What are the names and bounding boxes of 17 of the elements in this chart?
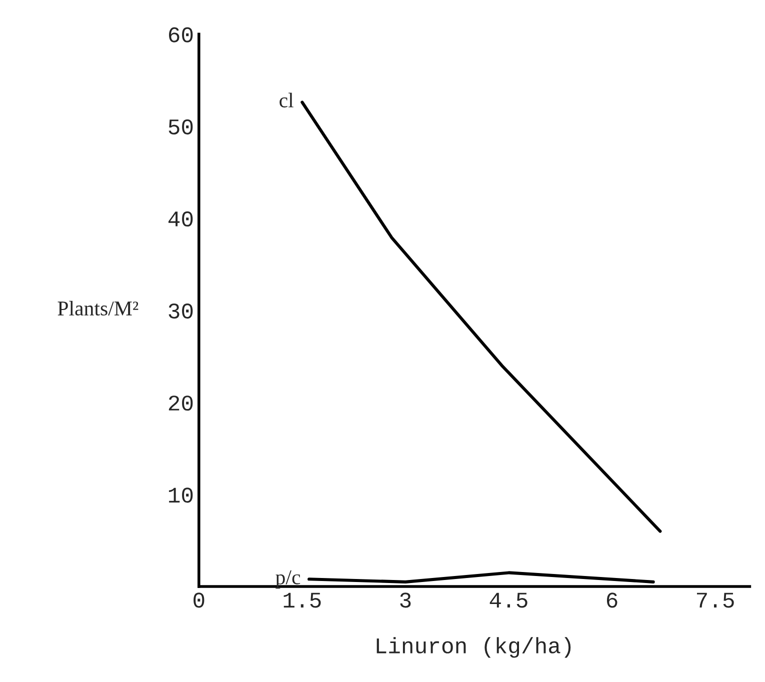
- x-tick-label: 0: [194, 592, 204, 608]
- y-axis-title: Plants/M²: [58, 300, 138, 316]
- y-tick-label: 10: [168, 488, 193, 503]
- series-label: p/c: [276, 570, 300, 589]
- x-tick-label: 7.5: [696, 592, 734, 608]
- y-tick-label: 30: [168, 303, 193, 319]
- y-tick-label: 50: [168, 119, 193, 134]
- series-label: cl: [280, 92, 294, 108]
- y-tick-label: 60: [169, 27, 193, 42]
- x-tick-label: 3: [400, 592, 411, 608]
- x-tick-label: 4.5: [490, 592, 528, 608]
- y-tick-label: 40: [168, 211, 193, 227]
- x-axis-title: Linuron (kg/ha): [376, 637, 571, 658]
- y-tick-label: 20: [168, 396, 193, 411]
- x-tick-label: 1.5: [284, 592, 321, 608]
- line-series: [300, 100, 662, 533]
- x-tick-label: 6: [606, 592, 618, 608]
